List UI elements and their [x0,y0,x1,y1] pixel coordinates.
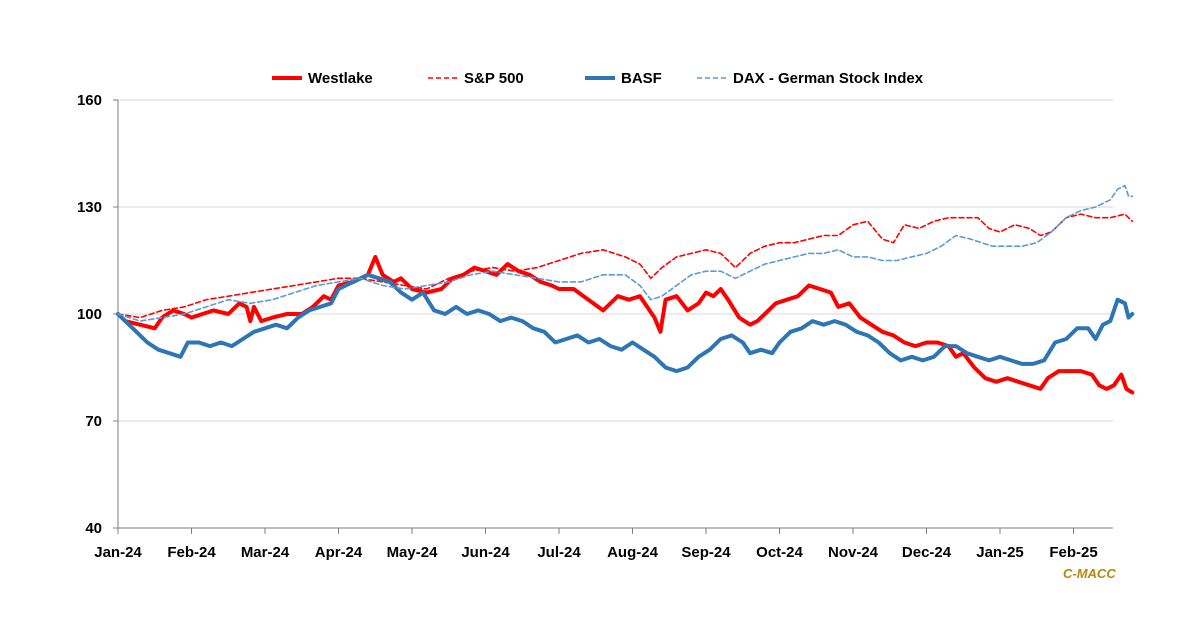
y-tick-label: 130 [77,199,102,216]
x-tick-label: Apr-24 [315,544,363,561]
y-axis-ticks: 40 70 100 130 160 [77,92,102,537]
legend-label-3: DAX - German Stock Index [733,70,924,87]
x-tick-label: Jan-25 [976,544,1024,561]
y-tick-label: 100 [77,306,102,323]
x-tick-label: Sep-24 [681,544,731,561]
source-label: C-MACC [1063,566,1116,581]
y-tick-label: 40 [85,520,102,537]
x-tick-label: Jul-24 [537,544,581,561]
x-tick-label: Jun-24 [461,544,510,561]
x-tick-label: Mar-24 [241,544,290,561]
series-lines [116,184,1135,395]
series-line-2 [116,272,1135,374]
x-tick-label: May-24 [387,544,439,561]
legend-label-1: S&P 500 [464,70,524,87]
legend: Westlake S&P 500 BASF DAX - German Stock In… [272,70,924,87]
grid-lines [118,99,1113,422]
legend-label-2: BASF [621,70,662,87]
legend-label-0: Westlake [308,70,373,87]
x-axis-ticks: Jan-24 Feb-24 Mar-24 Apr-24 May-24 Jun-24 Jul-… [94,544,1097,561]
x-tick-label: Jan-24 [94,544,142,561]
x-tick-label: Feb-24 [167,544,216,561]
y-tick-label: 160 [77,92,102,109]
x-tick-label: Dec-24 [902,544,952,561]
x-tick-label: Aug-24 [607,544,658,561]
series-line-1 [117,213,1134,319]
series-line-0 [116,254,1135,395]
series-line-3 [117,184,1134,322]
axes [113,99,1113,534]
x-tick-label: Feb-25 [1049,544,1097,561]
x-tick-label: Nov-24 [828,544,879,561]
x-tick-label: Oct-24 [756,544,803,561]
y-tick-label: 70 [85,413,102,430]
